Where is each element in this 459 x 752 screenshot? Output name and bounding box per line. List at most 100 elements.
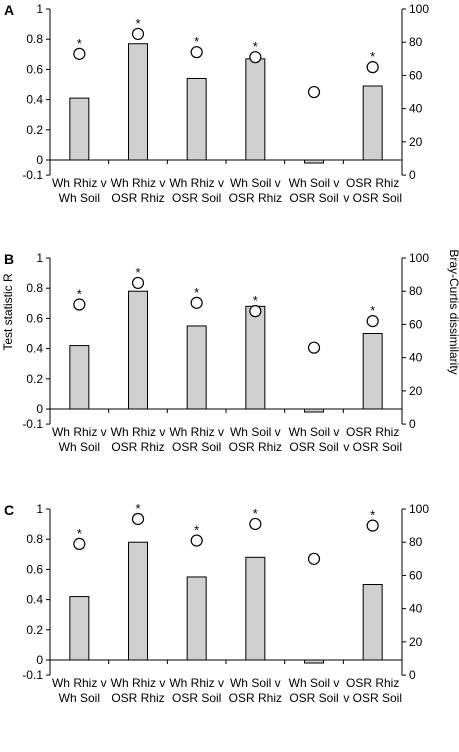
bar xyxy=(362,85,383,161)
y-tick-label: 1 xyxy=(36,2,43,16)
x-tick-label: Wh Rhiz v Wh Soil xyxy=(52,176,107,205)
bar xyxy=(186,576,207,661)
significance-star: * xyxy=(194,34,199,49)
x-tick-label: Wh Rhiz v OSR Soil xyxy=(169,425,224,454)
panel-letter: B xyxy=(4,251,14,267)
point-marker xyxy=(249,517,262,531)
bar xyxy=(128,43,148,161)
point-marker xyxy=(190,46,203,59)
significance-star: * xyxy=(135,501,140,516)
x-tick-label: Wh Soil v OSR Soil xyxy=(289,176,340,205)
y2-tick-label: 60 xyxy=(409,317,423,331)
panel-letter: A xyxy=(4,2,14,18)
point-marker xyxy=(366,61,379,74)
y-tick-label: 0 xyxy=(36,402,43,416)
panel-letter: C xyxy=(4,502,14,518)
y2-tick-label: 100 xyxy=(409,2,429,16)
x-tick-label: OSR Rhiz v OSR Soil xyxy=(343,176,402,205)
x-tick-label: Wh Rhiz v OSR Rhiz xyxy=(111,176,166,205)
y2-tick-label: 80 xyxy=(409,284,423,298)
x-tick-label: OSR Rhiz v OSR Soil xyxy=(343,676,402,705)
y2-tick-label: 0 xyxy=(409,417,416,431)
point-marker xyxy=(131,27,145,41)
y2-tick-label: 100 xyxy=(409,502,429,516)
y2-tick-label: 40 xyxy=(409,602,423,616)
y-tick-label: 0.6 xyxy=(26,562,43,576)
y-tick-label: -0.1 xyxy=(22,668,43,682)
point-marker xyxy=(73,47,86,60)
bar xyxy=(304,408,324,413)
significance-star: * xyxy=(77,287,82,302)
significance-star: * xyxy=(370,303,375,318)
bar xyxy=(245,58,266,161)
significance-star: * xyxy=(77,526,82,541)
point-marker xyxy=(249,51,262,64)
bar xyxy=(128,290,148,410)
bar xyxy=(69,596,90,661)
significance-star: * xyxy=(135,16,140,31)
point-marker xyxy=(307,552,321,565)
significance-star: * xyxy=(253,293,258,308)
point-marker xyxy=(366,519,379,532)
y2-tick-label: 20 xyxy=(409,384,423,398)
point-marker xyxy=(73,298,86,311)
x-tick-label: Wh Soil v OSR Soil xyxy=(289,676,340,705)
significance-star: * xyxy=(135,265,140,280)
x-tick-label: Wh Rhiz v OSR Soil xyxy=(169,176,224,205)
y-tick-label: 0.6 xyxy=(26,62,43,76)
y-axis-title: Test statistic R xyxy=(1,273,15,351)
point-marker xyxy=(73,537,86,550)
bar xyxy=(186,77,207,161)
significance-star: * xyxy=(253,39,258,54)
significance-star: * xyxy=(77,36,82,51)
y-tick-label: 0.8 xyxy=(26,532,43,546)
y-tick-label: 0.2 xyxy=(26,623,43,637)
point-marker xyxy=(131,512,145,526)
y2-tick-label: 60 xyxy=(409,68,423,82)
point-marker xyxy=(131,276,145,290)
x-tick-label: OSR Rhiz v OSR Soil xyxy=(343,425,402,454)
x-tick-label: Wh Rhiz v OSR Rhiz xyxy=(111,425,166,454)
y-tick-label: -0.1 xyxy=(22,417,43,431)
y-tick-label: 0.2 xyxy=(26,123,43,137)
y2-tick-label: 80 xyxy=(409,535,423,549)
y-tick-label: 0.6 xyxy=(26,311,43,325)
point-marker xyxy=(307,341,321,354)
x-tick-label: Wh Soil v OSR Rhiz xyxy=(229,176,282,205)
significance-star: * xyxy=(253,506,258,521)
point-marker xyxy=(190,296,203,309)
point-marker xyxy=(366,315,379,328)
x-tick-label: Wh Rhiz v Wh Soil xyxy=(52,425,107,454)
point-marker xyxy=(307,85,321,99)
bar xyxy=(304,659,324,664)
bar xyxy=(245,556,266,661)
y2-tick-label: 0 xyxy=(409,668,416,682)
x-tick-label: Wh Rhiz v Wh Soil xyxy=(52,676,107,705)
significance-star: * xyxy=(370,49,375,64)
bar xyxy=(362,333,383,410)
y2-tick-label: 0 xyxy=(409,168,416,182)
bar xyxy=(69,345,90,410)
y-tick-label: 0.8 xyxy=(26,32,43,46)
y2-tick-label: 20 xyxy=(409,635,423,649)
y-tick-label: 0.4 xyxy=(26,342,43,356)
y2-tick-label: 40 xyxy=(409,351,423,365)
significance-star: * xyxy=(194,523,199,538)
y2-axis-title: Bray-Curtis dissimilarity xyxy=(447,249,459,374)
x-tick-label: Wh Soil v OSR Rhiz xyxy=(229,425,282,454)
y2-tick-label: 60 xyxy=(409,568,423,582)
bar xyxy=(245,305,266,410)
y-tick-label: 0.4 xyxy=(26,593,43,607)
bar xyxy=(69,97,90,161)
bar xyxy=(128,541,148,661)
y2-tick-label: 40 xyxy=(409,102,423,116)
x-tick-label: Wh Soil v OSR Soil xyxy=(289,425,340,454)
y-tick-label: -0.1 xyxy=(22,168,43,182)
significance-star: * xyxy=(370,508,375,523)
x-tick-label: Wh Rhiz v OSR Soil xyxy=(169,676,224,705)
